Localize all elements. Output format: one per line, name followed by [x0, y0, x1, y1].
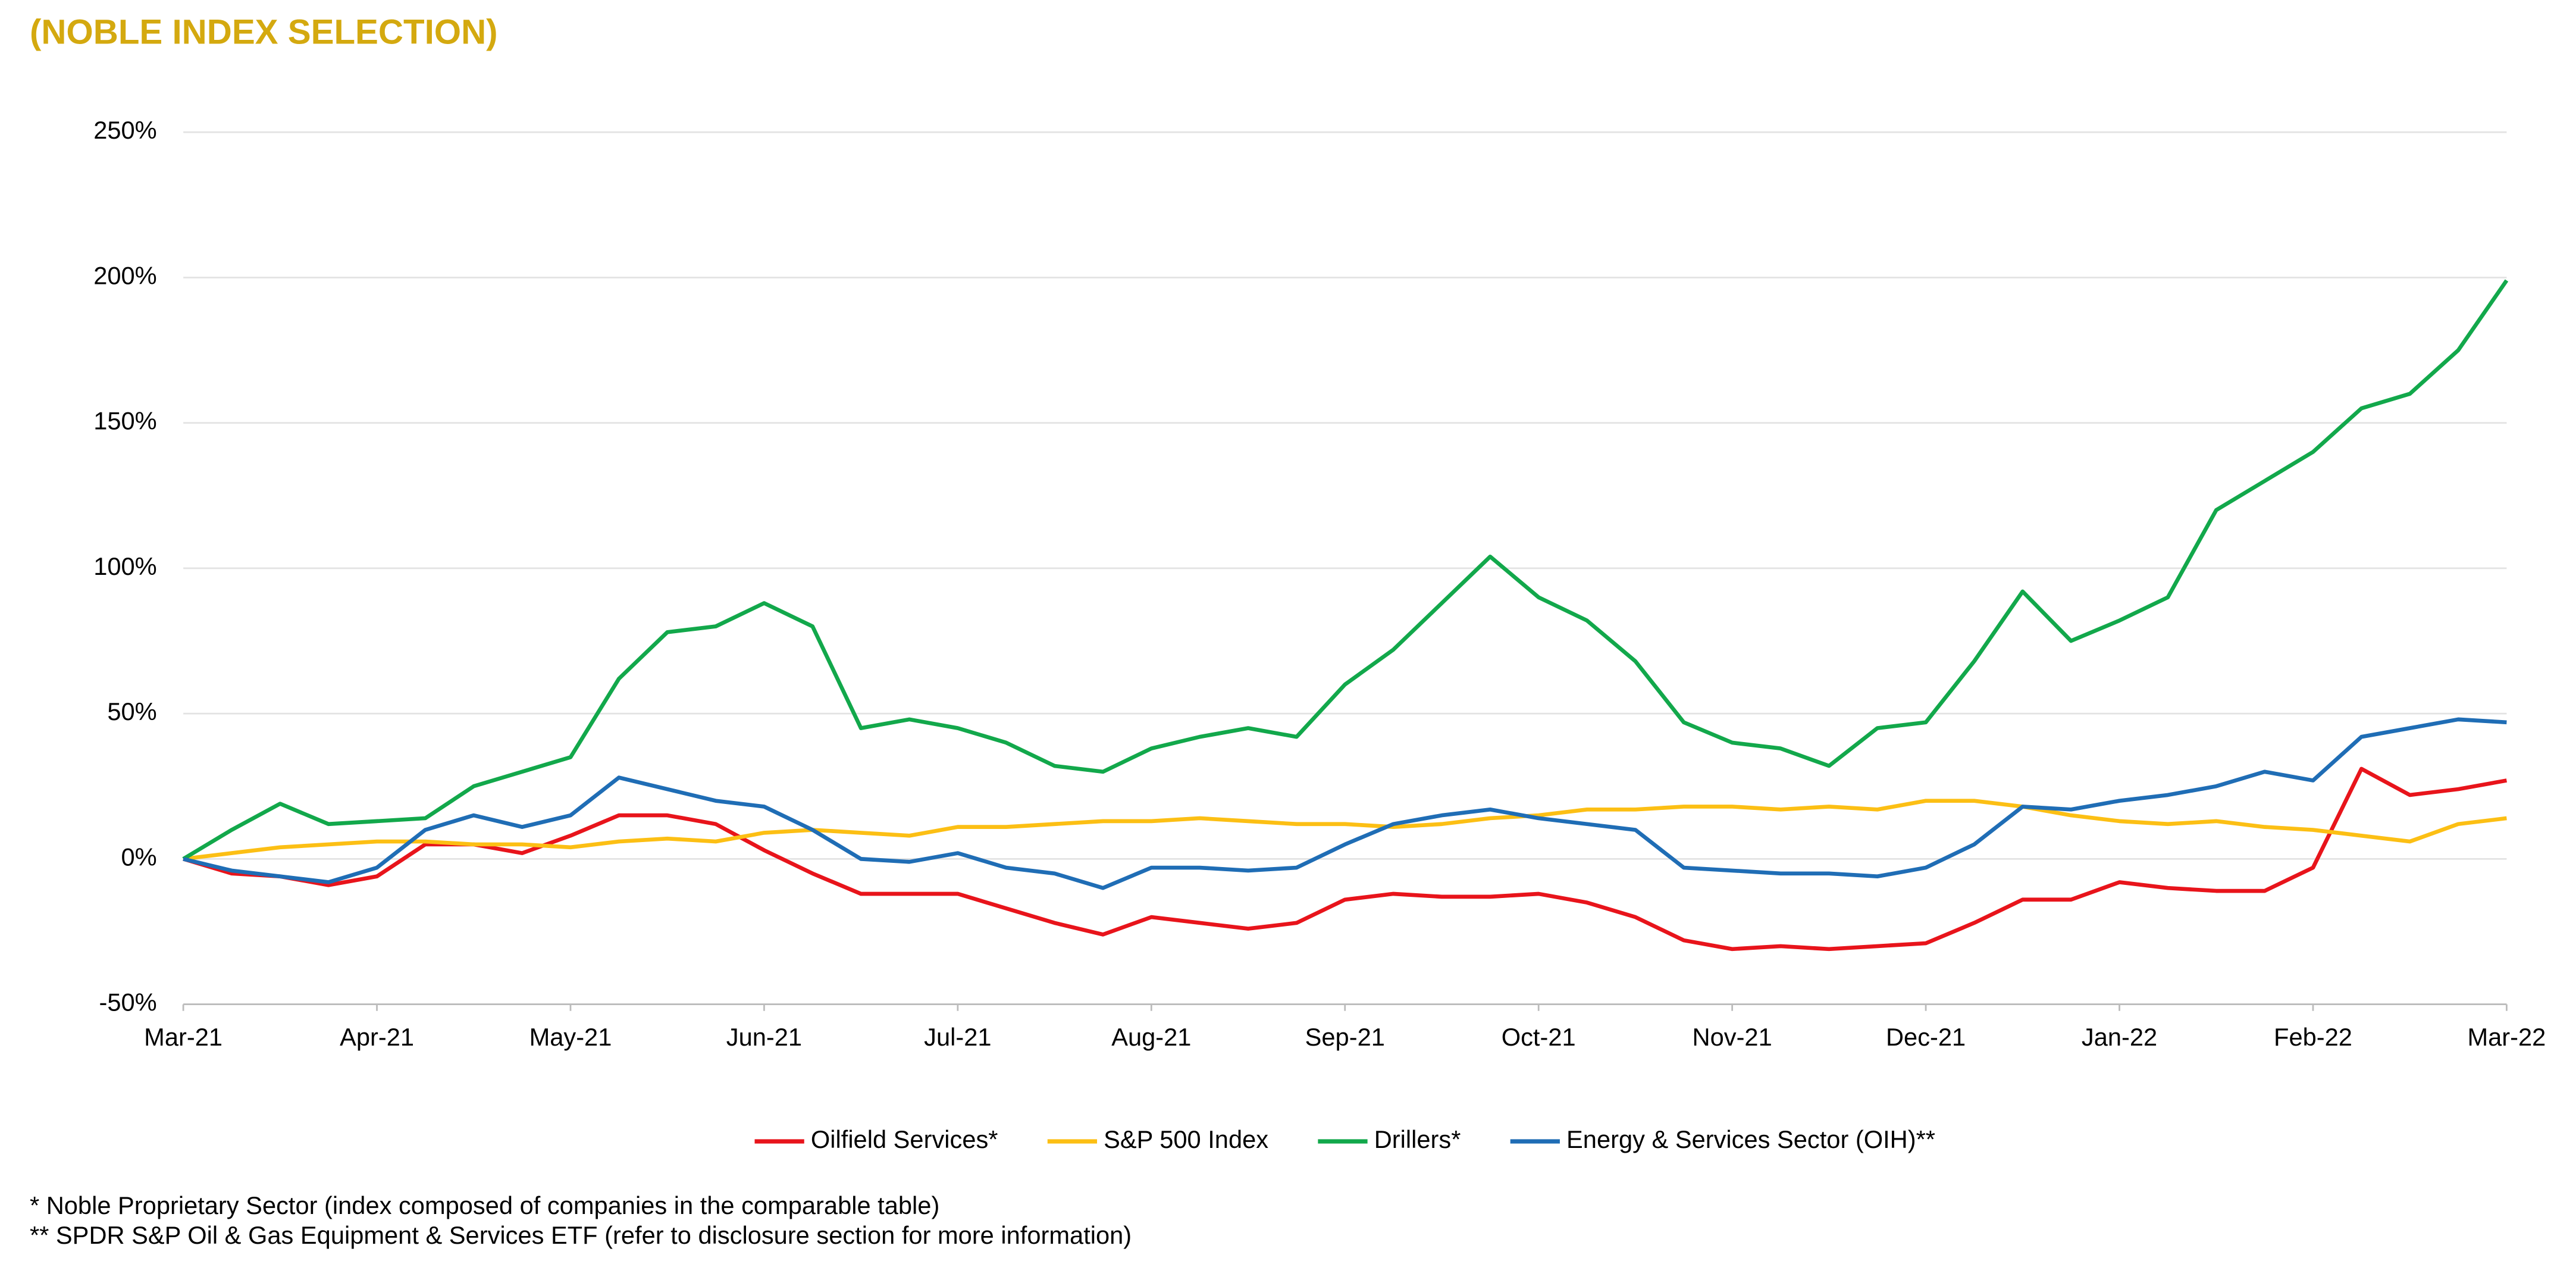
- series-line: [183, 766, 2508, 952]
- legend-label: Energy & Services Sector (OIH)**: [1566, 1125, 1935, 1153]
- y-tick-label: 200%: [93, 261, 156, 289]
- series-line: [183, 717, 2507, 890]
- x-tick-label: Mar-21: [144, 1023, 222, 1051]
- x-tick-label: Sep-21: [1305, 1023, 1385, 1051]
- x-tick-label: Oct-21: [1502, 1023, 1576, 1051]
- x-tick-label: May-21: [529, 1023, 612, 1051]
- x-tick-label: Feb-22: [2274, 1023, 2352, 1051]
- footnote: * Noble Proprietary Sector (index compos…: [30, 1191, 939, 1219]
- x-tick-label: Jul-21: [924, 1023, 991, 1051]
- x-tick-label: Nov-21: [1693, 1023, 1772, 1051]
- y-tick-label: 100%: [93, 552, 156, 580]
- chart-title: (NOBLE INDEX SELECTION): [30, 13, 498, 52]
- x-tick-label: Dec-21: [1886, 1023, 1966, 1051]
- y-tick-label: 0%: [121, 843, 157, 871]
- x-tick-label: Mar-22: [2467, 1023, 2546, 1051]
- x-tick-label: Apr-21: [340, 1023, 414, 1051]
- y-tick-label: 150%: [93, 407, 156, 435]
- x-tick-label: Aug-21: [1111, 1023, 1191, 1051]
- legend-label: Oilfield Services*: [811, 1125, 998, 1153]
- x-tick-label: Jan-22: [2082, 1023, 2157, 1051]
- y-tick-label: 50%: [107, 697, 156, 725]
- series-line: [183, 799, 2507, 861]
- y-tick-label: 250%: [93, 116, 156, 144]
- y-tick-label: -50%: [99, 988, 156, 1016]
- legend-label: S&P 500 Index: [1104, 1125, 1268, 1153]
- legend-label: Drillers*: [1374, 1125, 1461, 1153]
- series-line: [182, 279, 2509, 861]
- x-tick-label: Jun-21: [726, 1023, 802, 1051]
- footnote: ** SPDR S&P Oil & Gas Equipment & Servic…: [30, 1221, 1132, 1249]
